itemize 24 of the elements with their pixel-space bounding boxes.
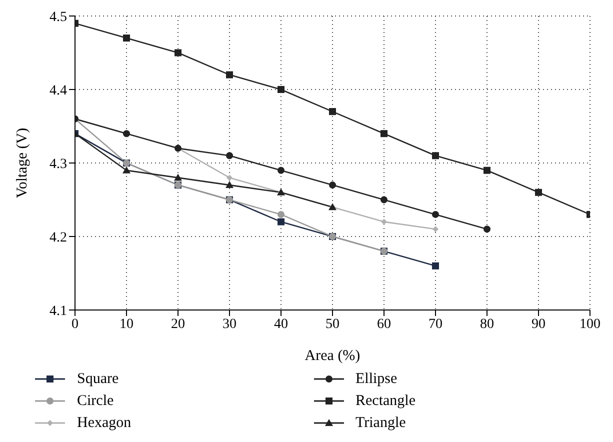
x-tick-label: 10 (120, 316, 134, 332)
x-tick-label: 30 (222, 316, 236, 332)
x-tick-label: 50 (326, 316, 340, 332)
x-axis-title: Area (%) (304, 348, 360, 364)
x-tick-label: 0 (72, 316, 78, 332)
legend-label: Rectangle (356, 392, 416, 410)
x-tick-label: 60 (377, 316, 391, 332)
x-tick-label: 70 (428, 316, 442, 332)
legend-label: Triangle (356, 414, 406, 432)
legend-label: Circle (77, 392, 114, 410)
x-tick-label: 90 (532, 316, 546, 332)
x-tick-label: 100 (580, 316, 600, 332)
y-axis-title: Voltage (V) (14, 128, 30, 198)
legend-label: Hexagon (77, 414, 132, 432)
y-tick-label: 4.3 (50, 156, 67, 172)
y-tick-label: 4.4 (50, 83, 67, 98)
y-tick-label: 4.5 (50, 10, 67, 25)
legend-label: Square (77, 370, 119, 388)
x-tick-label: 20 (171, 316, 185, 332)
x-tick-label: 40 (274, 316, 288, 332)
y-tick-label: 4.1 (50, 304, 67, 319)
x-tick-label: 80 (480, 316, 494, 332)
legend-label: Ellipse (356, 370, 398, 388)
y-tick-label: 4.2 (50, 230, 67, 246)
